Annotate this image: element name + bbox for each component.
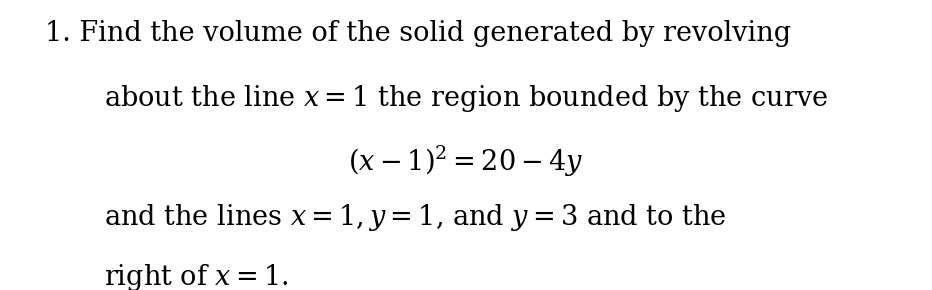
- Text: about the line $x = 1$ the region bounded by the curve: about the line $x = 1$ the region bounde…: [104, 83, 829, 114]
- Text: and the lines $x = 1, y = 1$, and $y = 3$ and to the: and the lines $x = 1, y = 1$, and $y = 3…: [104, 202, 727, 233]
- Text: $(x - 1)^2 = 20 - 4y$: $(x - 1)^2 = 20 - 4y$: [349, 144, 583, 179]
- Text: right of $x = 1$.: right of $x = 1$.: [104, 262, 289, 290]
- Text: 1. Find the volume of the solid generated by revolving: 1. Find the volume of the solid generate…: [45, 20, 791, 47]
